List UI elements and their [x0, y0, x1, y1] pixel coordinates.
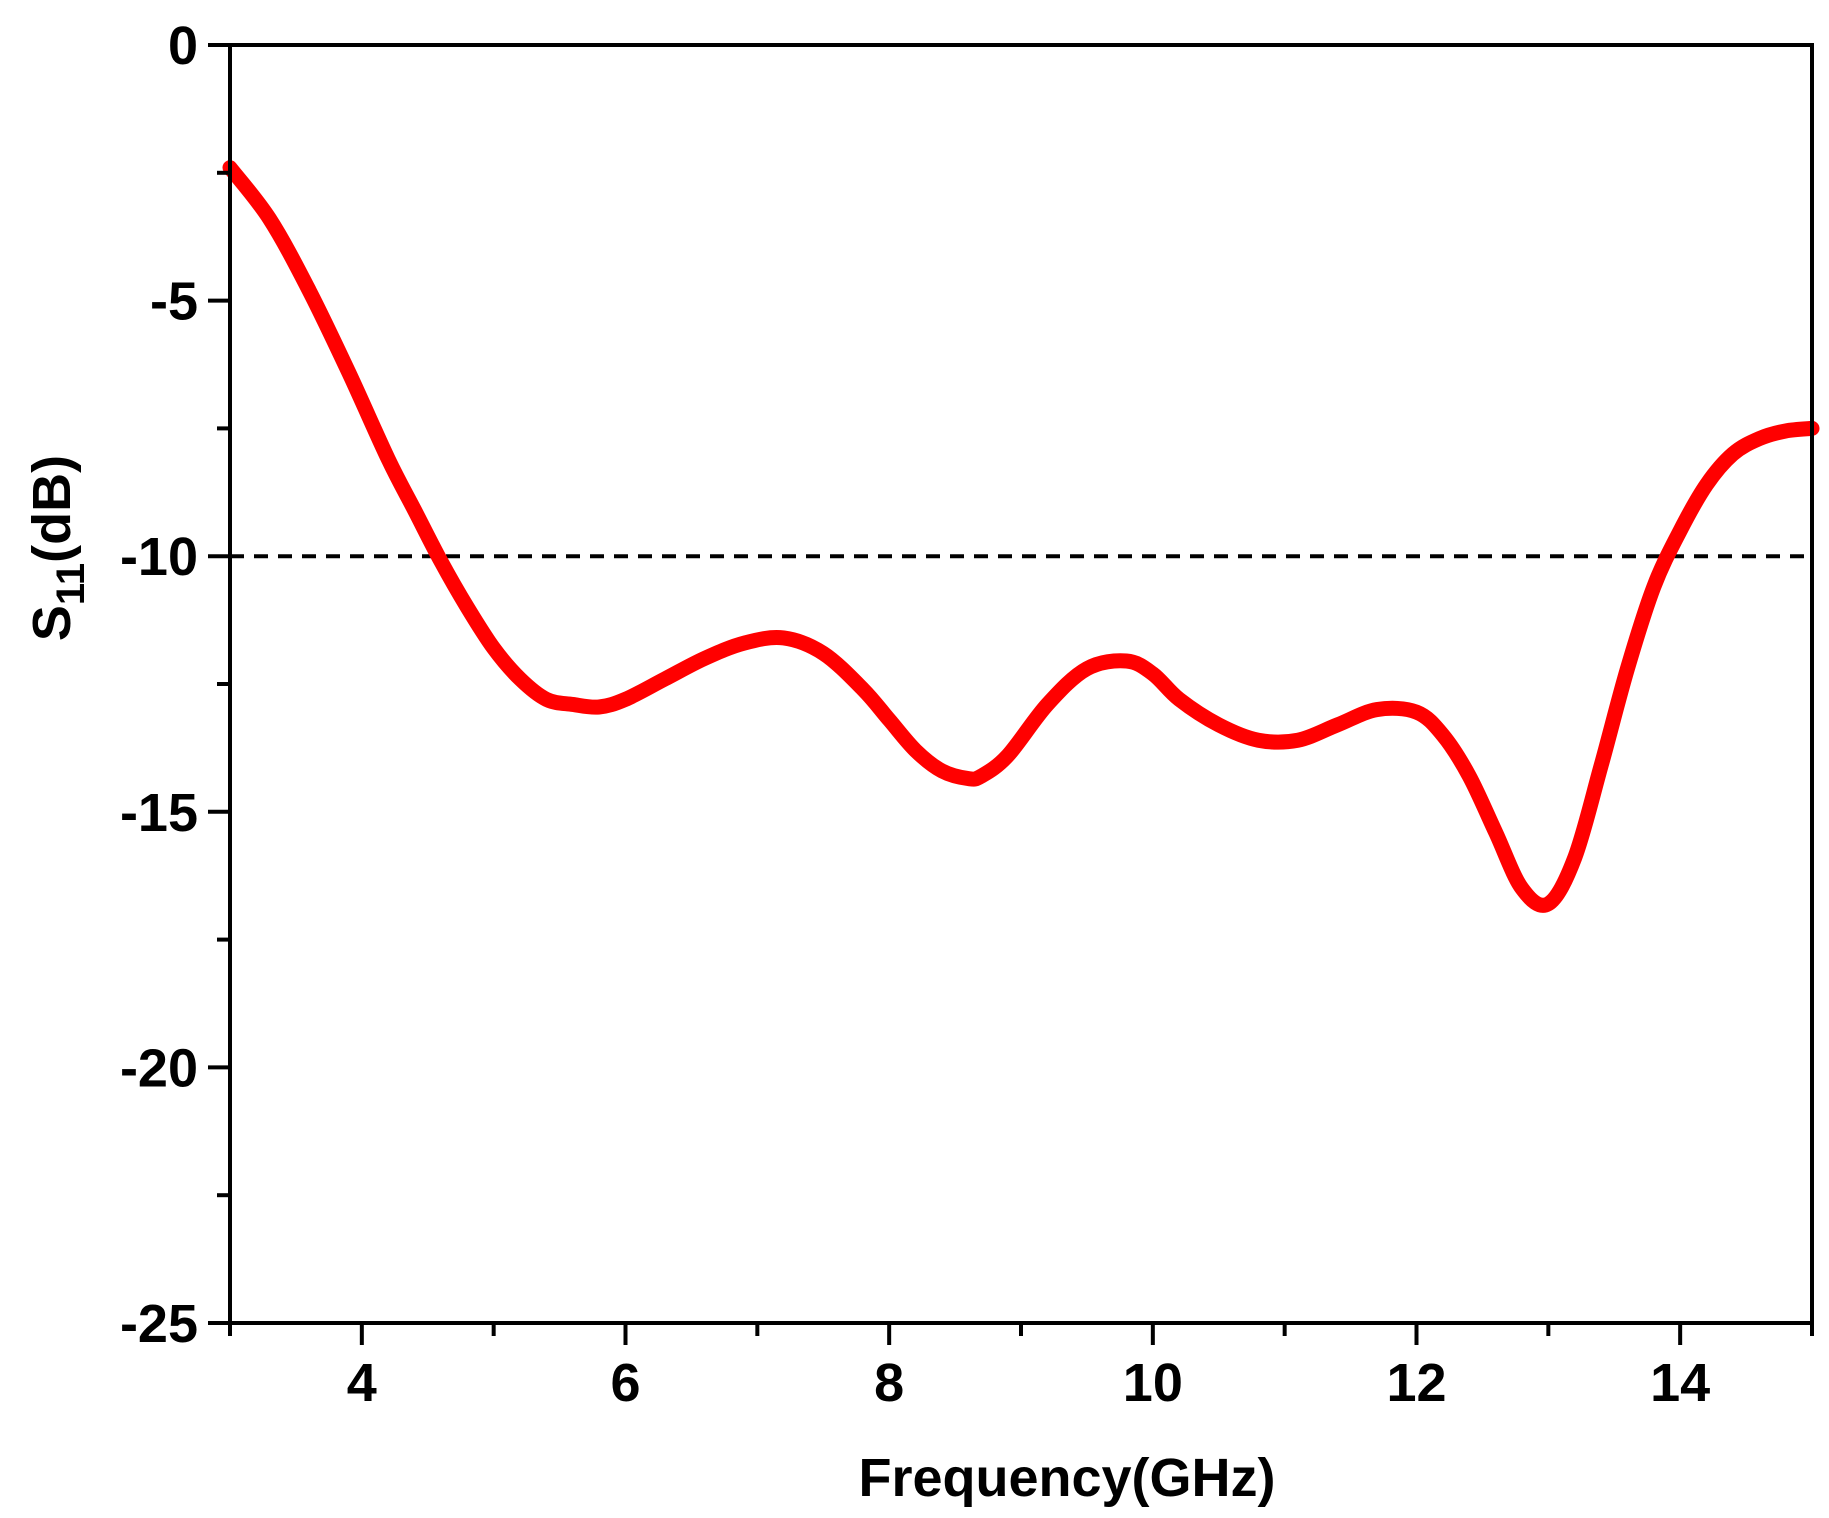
series-line-0	[222, 160, 1820, 913]
y-tick-label: -15	[120, 783, 198, 843]
y-tick-label: -25	[120, 1294, 198, 1354]
series-layer	[222, 160, 1820, 913]
x-tick-label: 8	[874, 1353, 904, 1413]
y-tick-label: -20	[120, 1038, 198, 1098]
x-tick-label: 4	[347, 1353, 377, 1413]
plot-frame	[228, 43, 1814, 1325]
y-tick-label: -10	[120, 527, 198, 587]
y-tick-label: 0	[168, 16, 198, 76]
x-tick-label: 14	[1650, 1353, 1710, 1413]
x-tick-label: 10	[1123, 1353, 1183, 1413]
x-tick-label: 6	[610, 1353, 640, 1413]
x-tick-labels: 4 6 8 10 12 14	[347, 1353, 1710, 1413]
y-tick-label: -5	[150, 272, 198, 332]
x-axis-label: Frequency(GHz)	[858, 1448, 1275, 1508]
y-axis-label: S11(dB)	[22, 455, 93, 641]
ticks-layer	[208, 43, 1814, 1345]
y-tick-labels: 0 -5 -10 -15 -20 -25	[120, 16, 198, 1354]
y-axis-label-main: S	[22, 605, 82, 641]
x-tick-label: 12	[1386, 1353, 1446, 1413]
y-axis-label-subscript: 11	[49, 563, 93, 605]
y-axis-label-unit: (dB)	[22, 455, 82, 563]
